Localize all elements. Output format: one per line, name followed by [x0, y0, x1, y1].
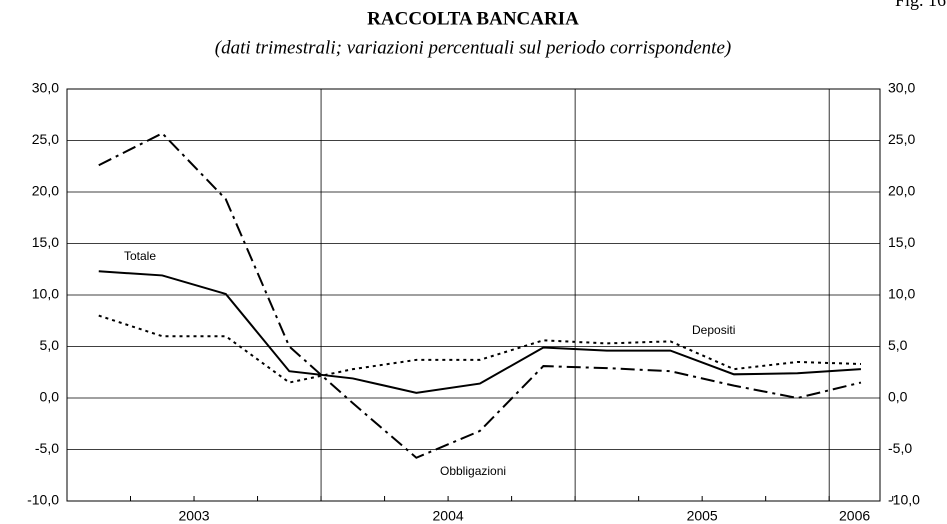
fig-label: Fig. 16 — [895, 0, 946, 10]
y2-tick-label: 30,0 — [888, 80, 915, 96]
y-tick-label: -5,0 — [35, 440, 59, 456]
y2-tick-label: 0,0 — [888, 389, 908, 405]
series-line — [98, 314, 861, 384]
y2-tick-label: 15,0 — [888, 234, 915, 250]
chart-title: RACCOLTA BANCARIA — [367, 8, 579, 29]
y-tick-label: 20,0 — [32, 183, 59, 199]
plot-frame — [66, 88, 881, 502]
x-tick-label: 2003 — [178, 508, 209, 524]
y2-tick-label: -10,0 — [888, 492, 920, 508]
series-annotation: Totale — [124, 249, 156, 263]
x-tick-label: 2004 — [433, 508, 464, 524]
y-tick-label: 0,0 — [40, 389, 60, 405]
y-tick-label: 15,0 — [32, 234, 59, 250]
series-line — [98, 132, 862, 459]
y2-tick-label: -5,0 — [888, 440, 912, 456]
x-tick-label: 2006 — [839, 508, 870, 524]
y2-tick-label: 10,0 — [888, 286, 915, 302]
series-line — [98, 270, 862, 394]
series-annotation: Obbligazioni — [440, 464, 506, 478]
y2-tick-label: 20,0 — [888, 183, 915, 199]
x-tick-label: 2005 — [687, 508, 718, 524]
chart-subtitle: (dati trimestrali; variazioni percentual… — [215, 37, 731, 58]
y-tick-label: -10,0 — [27, 492, 59, 508]
y-tick-label: 10,0 — [32, 286, 59, 302]
series-annotation: Depositi — [692, 323, 735, 337]
y2-tick-label: 25,0 — [888, 131, 915, 147]
y-tick-label: 30,0 — [32, 80, 59, 96]
y-tick-label: 5,0 — [40, 337, 60, 353]
y2-tick-label: 5,0 — [888, 337, 908, 353]
y-tick-label: 25,0 — [32, 131, 59, 147]
